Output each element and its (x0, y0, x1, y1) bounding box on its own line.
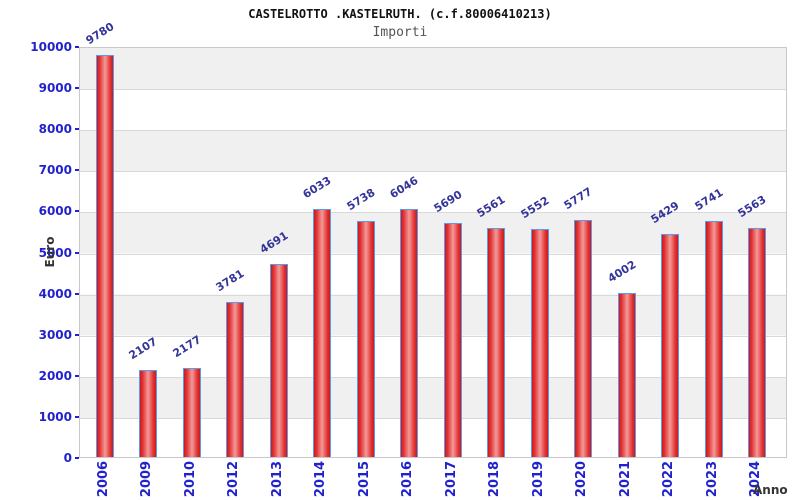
x-tick-label: 2012 (226, 460, 242, 498)
plot-area (79, 47, 787, 458)
gridline (80, 130, 786, 132)
bar-2017 (443, 223, 462, 457)
x-tick-label: 2020 (574, 460, 590, 498)
y-tick-mark (75, 87, 79, 90)
y-tick-label: 5000 (38, 245, 72, 260)
y-tick-label: 4000 (38, 286, 72, 301)
y-tick-label: 1000 (38, 409, 72, 424)
x-tick-label: 2013 (269, 460, 285, 498)
gridline (80, 294, 786, 296)
bar-2015 (356, 221, 375, 457)
bar-2023 (704, 221, 723, 457)
x-tick-label: 2018 (487, 460, 503, 498)
x-tick-label: 2009 (139, 460, 155, 498)
bar-2010 (182, 367, 201, 457)
x-tick-label: 2006 (95, 460, 111, 498)
x-tick-label: 2023 (704, 460, 720, 498)
bar-2018 (487, 228, 506, 457)
x-tick-label: 2016 (400, 460, 416, 498)
y-tick-mark (75, 292, 79, 295)
bar-2024 (748, 228, 767, 457)
y-tick-label: 0 (63, 451, 72, 465)
y-tick-label: 9000 (38, 81, 72, 96)
bar-2022 (661, 233, 680, 457)
gridline (80, 89, 786, 91)
x-tick-label: 2015 (356, 460, 372, 498)
y-tick-label: 6000 (38, 204, 72, 219)
gridline (80, 171, 786, 173)
x-tick-label: 2022 (661, 460, 677, 498)
y-tick-mark (75, 46, 79, 48)
bar-2019 (530, 228, 549, 457)
y-tick-label: 8000 (38, 122, 72, 137)
y-tick-mark (75, 128, 79, 131)
y-tick-label: 3000 (38, 327, 72, 342)
y-tick-mark (75, 169, 79, 172)
chart-title: CASTELROTTO .KASTELRUTH. (c.f.8000641021… (248, 7, 552, 21)
x-tick-label: 2017 (443, 460, 459, 498)
x-tick-label: 2019 (530, 460, 546, 498)
bar-2014 (313, 209, 332, 457)
chart-subtitle: Importi (372, 25, 428, 40)
bar-2009 (139, 370, 158, 457)
gridline (80, 253, 786, 255)
y-tick-mark (75, 457, 79, 459)
bar-2021 (617, 292, 636, 457)
gridline (80, 417, 786, 419)
y-tick-mark (75, 374, 79, 377)
y-tick-label: 2000 (38, 368, 72, 383)
y-tick-label: 7000 (38, 163, 72, 178)
y-tick-mark (75, 251, 79, 254)
y-axis-title: Euro (43, 236, 57, 268)
bar-2016 (400, 208, 419, 457)
gridline (80, 212, 786, 214)
bar-2013 (269, 264, 288, 457)
bar-2020 (574, 219, 593, 457)
x-tick-label: 2010 (182, 460, 198, 498)
x-tick-label: 2014 (313, 460, 329, 498)
y-tick-mark (75, 210, 79, 213)
y-tick-mark (75, 415, 79, 418)
x-tick-label: 2021 (617, 460, 633, 498)
bar-2012 (226, 301, 245, 457)
y-tick-mark (75, 333, 79, 336)
x-axis-title: Anno (753, 483, 788, 497)
bar-2006 (95, 55, 114, 457)
gridline (80, 335, 786, 337)
y-tick-label: 10000 (30, 40, 72, 54)
gridline (80, 376, 786, 378)
